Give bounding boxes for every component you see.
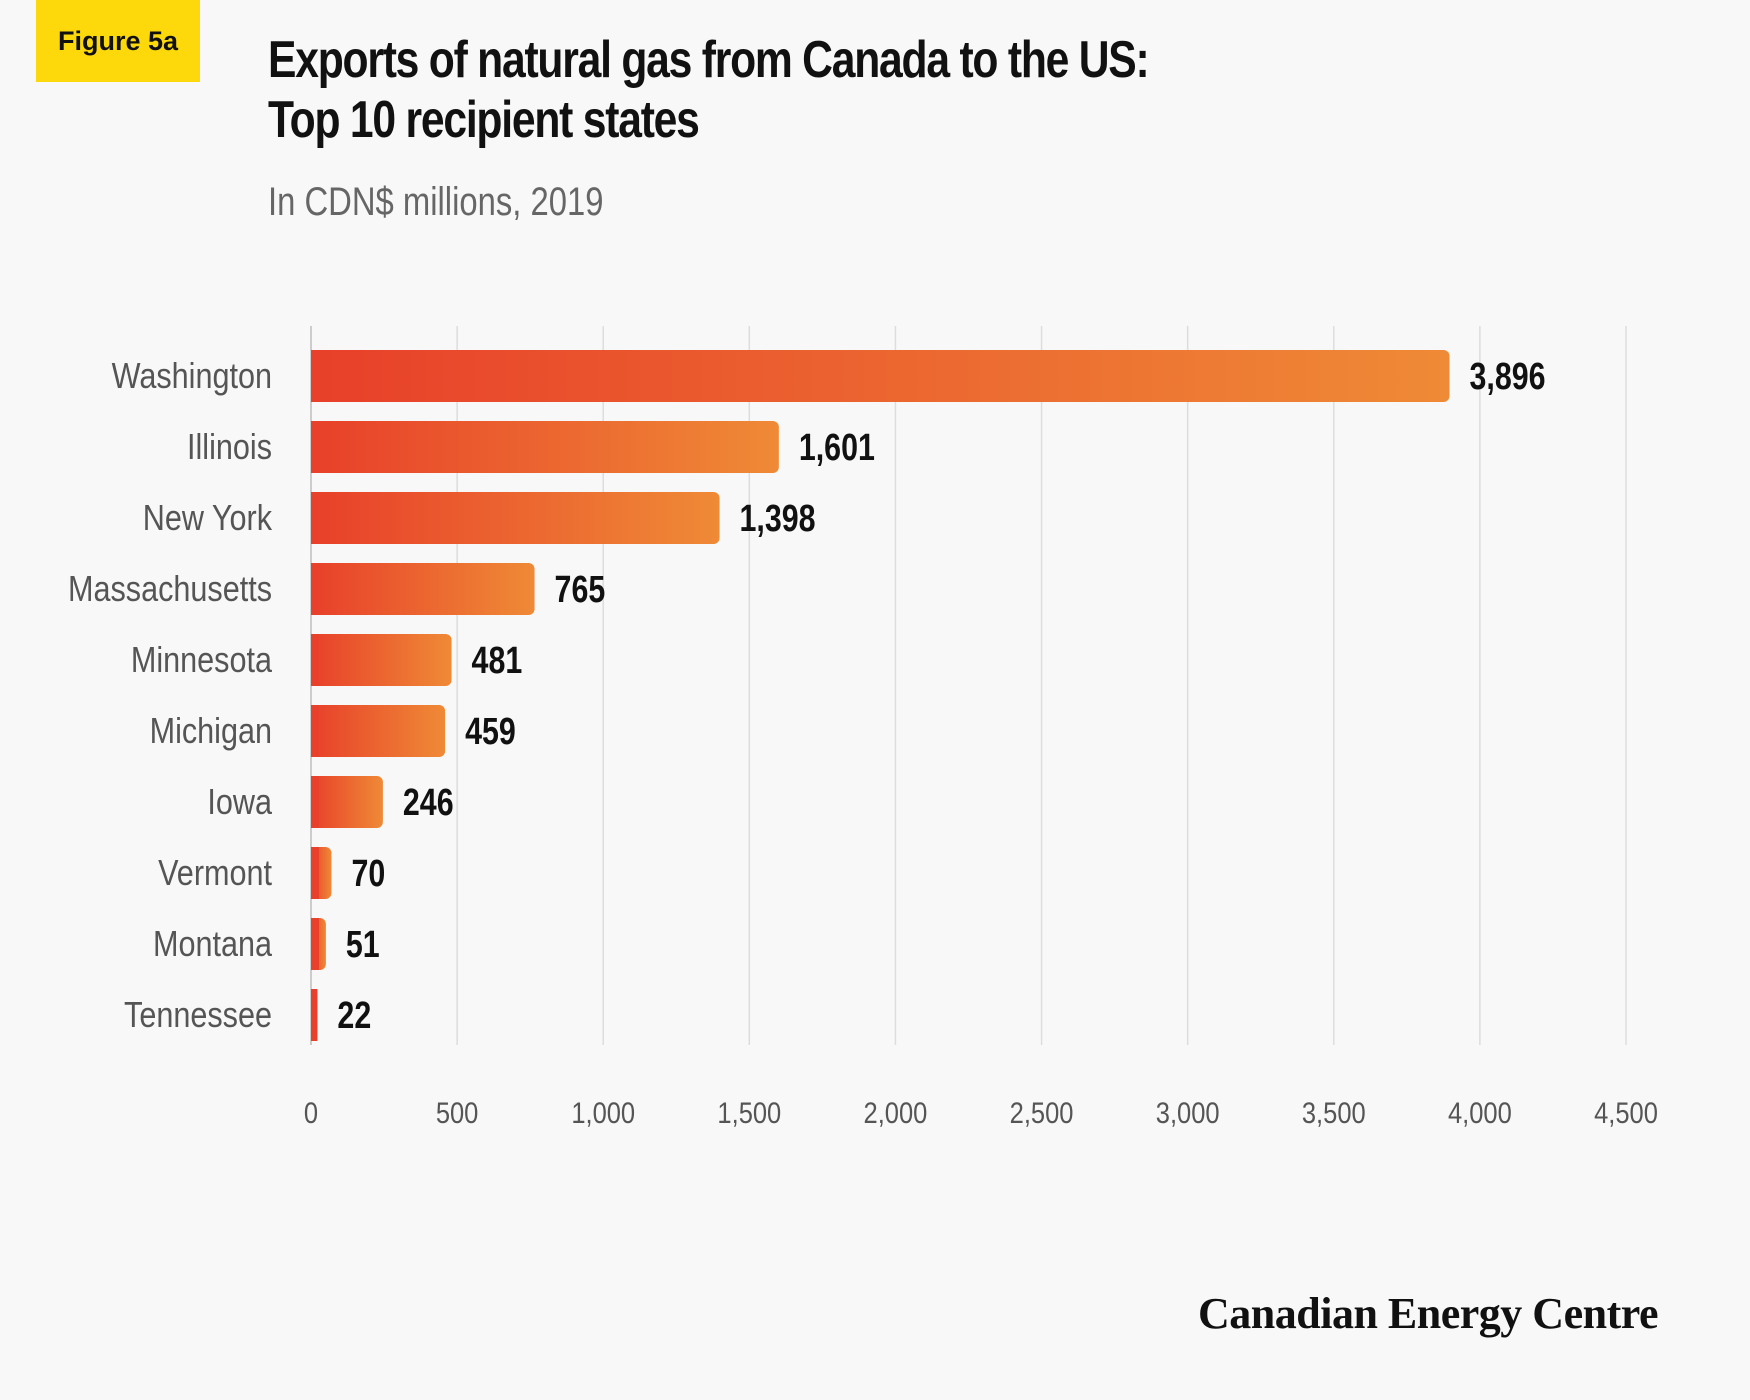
category-label: New York (143, 499, 272, 539)
value-label: 70 (351, 853, 385, 895)
value-label: 3,896 (1469, 356, 1545, 398)
category-label: Minnesota (131, 641, 272, 681)
chart-title-line-2: Top 10 recipient states (268, 91, 700, 149)
bar-left-edge (311, 350, 319, 402)
brand-logo: Canadian Energy Centre (1198, 1289, 1658, 1338)
bar-left-edge (311, 847, 319, 899)
figure-badge: Figure 5a (36, 0, 200, 82)
bar (311, 421, 779, 473)
value-label: 1,601 (799, 427, 875, 469)
bar-chart: 0 500 1,000 1,500 2,000 2,500 3,000 3,500 4,000 4… (68, 326, 1658, 1130)
bar (311, 350, 1450, 402)
value-label: 22 (337, 995, 371, 1037)
bar-left-edge (311, 776, 319, 828)
bar (311, 705, 446, 757)
value-label: 765 (555, 569, 606, 611)
labels: 0 500 1,000 1,500 2,000 2,500 3,000 3,500 4,000 4… (68, 356, 1658, 1130)
category-label: Michigan (150, 712, 272, 752)
x-tick-label: 4,000 (1448, 1096, 1512, 1129)
bar-left-edge (311, 634, 319, 686)
value-label: 1,398 (740, 498, 816, 540)
category-label: Iowa (207, 783, 272, 823)
x-tick-label: 500 (436, 1096, 479, 1129)
bar (311, 634, 452, 686)
category-label: Tennessee (124, 996, 272, 1036)
value-label: 51 (346, 924, 380, 966)
bars (311, 350, 1450, 1041)
bar-left-edge (311, 705, 319, 757)
bar (311, 492, 720, 544)
bar (311, 776, 383, 828)
x-tick-label: 3,500 (1302, 1096, 1366, 1129)
x-tick-label: 4,500 (1594, 1096, 1658, 1129)
value-label: 246 (403, 782, 454, 824)
category-label: Illinois (187, 428, 272, 468)
category-label: Vermont (158, 854, 273, 894)
value-label: 481 (472, 640, 523, 682)
bar-left-edge (311, 421, 319, 473)
bar-left-edge (311, 492, 319, 544)
bar (311, 563, 535, 615)
x-tick-label: 0 (304, 1096, 318, 1129)
value-label: 459 (465, 711, 516, 753)
bar-left-edge (311, 563, 319, 615)
category-label: Washington (112, 357, 272, 397)
x-tick-label: 3,000 (1156, 1096, 1220, 1129)
x-tick-label: 1,000 (571, 1096, 635, 1129)
chart-subtitle: In CDN$ millions, 2019 (268, 180, 604, 224)
category-label: Montana (153, 925, 272, 965)
x-tick-label: 1,500 (717, 1096, 781, 1129)
category-label: Massachusetts (68, 570, 272, 610)
x-tick-label: 2,500 (1010, 1096, 1074, 1129)
bar-left-edge (311, 918, 319, 970)
x-tick-label: 2,000 (864, 1096, 928, 1129)
bar-left-edge (311, 989, 318, 1041)
chart-title-line-1: Exports of natural gas from Canada to th… (268, 31, 1150, 89)
chart-title: Exports of natural gas from Canada to th… (268, 30, 1150, 150)
